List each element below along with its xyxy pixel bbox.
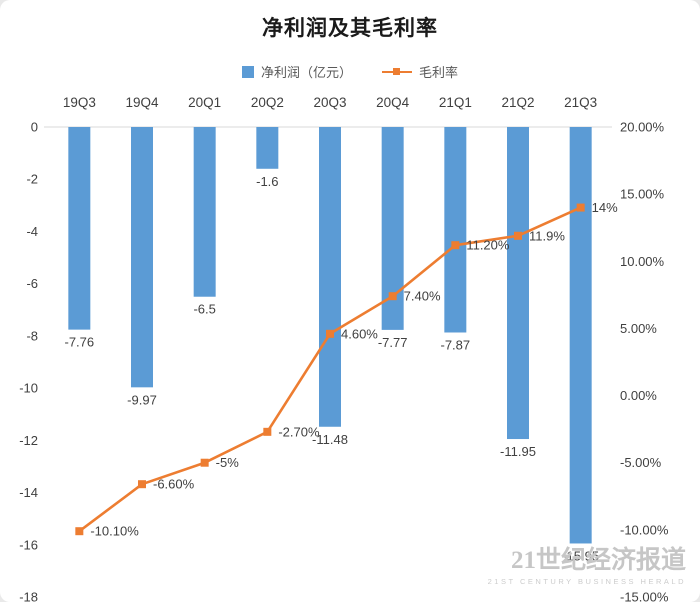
line-data-label: -10.10%: [90, 524, 139, 539]
right-axis-tick: 10.00%: [620, 254, 665, 269]
right-axis-tick: -15.00%: [620, 590, 669, 602]
bar-data-label: -7.77: [378, 335, 408, 350]
bar-21Q1: [444, 127, 467, 333]
line-data-label: -2.70%: [278, 424, 320, 439]
line-data-label: 4.60%: [341, 326, 378, 341]
right-axis-tick: 20.00%: [620, 120, 665, 135]
right-axis-tick: -10.00%: [620, 522, 669, 537]
category-label: 20Q3: [313, 95, 346, 110]
bar-data-label: -11.48: [312, 432, 348, 447]
chart-title: 净利润及其毛利率: [262, 17, 438, 40]
bar-data-label: -6.5: [193, 302, 215, 317]
left-axis-tick: -8: [26, 328, 38, 343]
line-marker: [200, 458, 209, 467]
category-label: 21Q3: [564, 95, 597, 110]
line-marker: [326, 329, 334, 338]
line-marker: [388, 292, 397, 301]
legend-item-net-profit[interactable]: 净利润（亿元）: [241, 62, 352, 81]
line-data-label: 11.20%: [466, 238, 510, 253]
left-axis-tick: -6: [26, 276, 38, 291]
line-marker: [263, 427, 272, 436]
bar-data-label: -1.6: [256, 174, 278, 189]
category-label: 21Q1: [439, 95, 472, 110]
category-label: 19Q3: [63, 95, 96, 110]
left-axis-tick: -2: [26, 172, 38, 187]
line-marker: [138, 480, 146, 489]
line-data-label: 11.9%: [529, 228, 565, 243]
left-axis-tick: -16: [19, 537, 38, 552]
bar-20Q3: [319, 127, 341, 427]
category-label: 20Q4: [376, 95, 410, 110]
left-axis-tick: -14: [19, 485, 38, 500]
line-marker: [75, 527, 84, 536]
line-series-swatch-icon: [382, 67, 412, 76]
category-label: 20Q1: [188, 95, 221, 110]
category-label: 20Q2: [251, 95, 284, 110]
line-marker: [451, 241, 460, 250]
bar-19Q3: [68, 127, 91, 330]
bar-data-label: -11.95: [500, 444, 536, 459]
line-data-label: -6.60%: [153, 477, 195, 492]
bar-20Q2: [256, 127, 279, 169]
line-marker: [514, 231, 522, 240]
line-marker: [576, 203, 585, 212]
legend-label-gross-margin: 毛利率: [419, 65, 459, 80]
left-axis-tick: -18: [19, 590, 38, 602]
right-axis-tick: 5.00%: [620, 321, 657, 336]
bar-series-swatch-icon: [241, 65, 254, 78]
bar-data-label: -7.87: [441, 337, 471, 352]
line-data-label: -5%: [216, 455, 240, 470]
bar-data-label: -7.76: [65, 335, 95, 350]
bar-19Q4: [131, 127, 153, 388]
bar-20Q1: [193, 127, 216, 297]
bar-data-label: -15.95: [562, 548, 599, 563]
left-axis-tick: 0: [31, 120, 38, 135]
category-label: 21Q2: [501, 95, 534, 110]
legend-item-gross-margin[interactable]: 毛利率: [382, 62, 458, 81]
bar-20Q4: [381, 127, 404, 330]
bar-21Q2: [507, 127, 529, 440]
right-axis-tick: 0.00%: [620, 388, 657, 403]
legend-label-net-profit: 净利润（亿元）: [260, 65, 352, 80]
left-axis-tick: -4: [26, 224, 38, 239]
right-axis-tick: -5.00%: [620, 455, 662, 470]
right-axis-tick: 15.00%: [620, 187, 665, 202]
line-data-label: 7.40%: [404, 289, 441, 304]
bar-21Q3: [569, 127, 592, 544]
line-data-label: 14%: [592, 200, 618, 215]
left-axis-tick: -10: [19, 381, 38, 396]
category-label: 19Q4: [125, 95, 159, 110]
chart-legend: 净利润（亿元） 毛利率: [0, 62, 700, 81]
left-axis-tick: -12: [19, 433, 38, 448]
bar-data-label: -9.97: [127, 392, 157, 407]
